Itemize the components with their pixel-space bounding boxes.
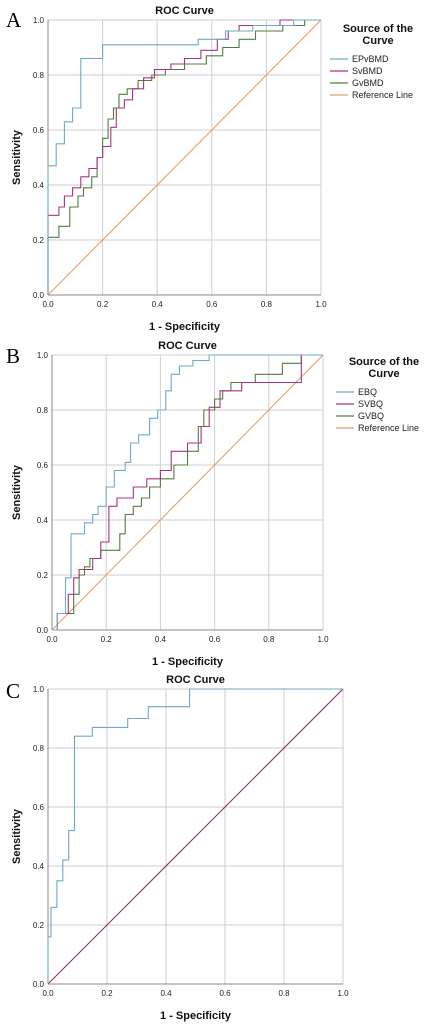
- series-line-reference-line: [47, 19, 322, 296]
- x-tick-label: 0.4: [160, 989, 172, 998]
- x-tick-label: 0.6: [209, 635, 221, 644]
- panel-letter-a: A: [6, 8, 22, 32]
- x-axis-label: 1 - Specificity: [149, 321, 221, 333]
- x-tick-label: 0.2: [101, 635, 113, 644]
- y-tick-label: 0.0: [33, 291, 45, 300]
- y-tick-label: 1.0: [33, 685, 45, 694]
- y-tick-label: 0.6: [33, 803, 45, 812]
- legend-entry: GvBMD: [352, 78, 384, 88]
- x-tick-label: 0.6: [206, 300, 218, 309]
- series-line-ebq: [52, 354, 323, 631]
- chart-a: 0.00.0 0.2 0.2 0.4 0.4 0.6 0.6 0.8 0.8 1.0 1.0 ROC …: [11, 5, 413, 333]
- y-tick-label: 1.0: [37, 351, 49, 360]
- x-tick-label: 0.6: [219, 989, 231, 998]
- legend-entry: EBQ: [358, 387, 377, 397]
- y-tick-label: 0.8: [33, 744, 45, 753]
- legend-title: Curve: [368, 368, 399, 380]
- series-line-svbq: [52, 354, 323, 631]
- y-tick-label: 0.2: [37, 571, 49, 580]
- series-line-epvbmd: [47, 19, 321, 295]
- x-axis-label: 1 - Specificity: [160, 1010, 232, 1022]
- x-tick-label: 1.0: [315, 300, 327, 309]
- y-axis-label: Sensitivity: [11, 808, 23, 864]
- x-tick-label: 0.2: [101, 989, 113, 998]
- y-tick-label: 0.6: [37, 461, 49, 470]
- legend-entry: GVBQ: [358, 411, 384, 421]
- x-tick-label: 0.4: [152, 300, 164, 309]
- y-axis-label: Sensitivity: [11, 464, 23, 520]
- panel-letter-c: C: [6, 679, 21, 703]
- y-tick-label: 0.2: [33, 236, 45, 245]
- legend-entry: EPvBMD: [352, 54, 389, 64]
- chart-b: 0.00.0 0.2 0.2 0.4 0.4 0.6 0.6 0.8 0.8 1.0 1.0 ROC …: [11, 340, 419, 668]
- x-tick-label: 0.8: [278, 989, 290, 998]
- series-line-reference-line: [51, 354, 324, 631]
- chart-c: 0.00.0 0.2 0.2 0.4 0.4 0.6 0.6 0.8 0.8 1.0 1.0 ROC …: [11, 674, 349, 1022]
- y-tick-label: 0.0: [37, 626, 49, 635]
- y-tick-label: 0.2: [33, 921, 45, 930]
- y-axis-label: Sensitivity: [11, 129, 23, 185]
- legend-title: Source of the: [343, 23, 413, 35]
- x-tick-label: 0.4: [155, 635, 167, 644]
- y-tick-label: 0.8: [37, 406, 49, 415]
- y-tick-label: 0.4: [33, 862, 45, 871]
- legend-title: Curve: [362, 35, 393, 47]
- series-line-gvbq: [52, 354, 323, 631]
- x-tick-label: 0.0: [42, 300, 54, 309]
- x-tick-label: 0.2: [97, 300, 109, 309]
- chart-title: ROC Curve: [158, 340, 217, 352]
- x-axis-label: 1 - Specificity: [152, 656, 224, 668]
- x-tick-label: 0.8: [263, 635, 275, 644]
- x-tick-label: 1.0: [337, 989, 349, 998]
- legend-entry: Reference Line: [352, 90, 413, 100]
- y-tick-label: 0.8: [33, 71, 45, 80]
- legend-title: Source of the: [349, 356, 419, 368]
- y-tick-label: 1.0: [33, 16, 45, 25]
- series-line-gvbmd: [47, 19, 321, 295]
- chart-title: ROC Curve: [166, 674, 225, 686]
- y-tick-label: 0.0: [33, 980, 45, 989]
- series-line-curve-0: [47, 688, 343, 984]
- legend-entry: SVBQ: [358, 399, 383, 409]
- legend-entry: SvBMD: [352, 66, 383, 76]
- panel-letter-b: B: [6, 344, 21, 368]
- series-line-curve-1: [47, 688, 344, 985]
- y-tick-label: 0.4: [37, 516, 49, 525]
- x-tick-label: 0.0: [46, 635, 58, 644]
- x-tick-label: 0.0: [42, 989, 54, 998]
- chart-title: ROC Curve: [155, 5, 214, 17]
- x-tick-label: 1.0: [317, 635, 329, 644]
- y-tick-label: 0.4: [33, 181, 45, 190]
- x-tick-label: 0.8: [261, 300, 273, 309]
- y-tick-label: 0.6: [33, 126, 45, 135]
- legend-entry: Reference Line: [358, 423, 419, 433]
